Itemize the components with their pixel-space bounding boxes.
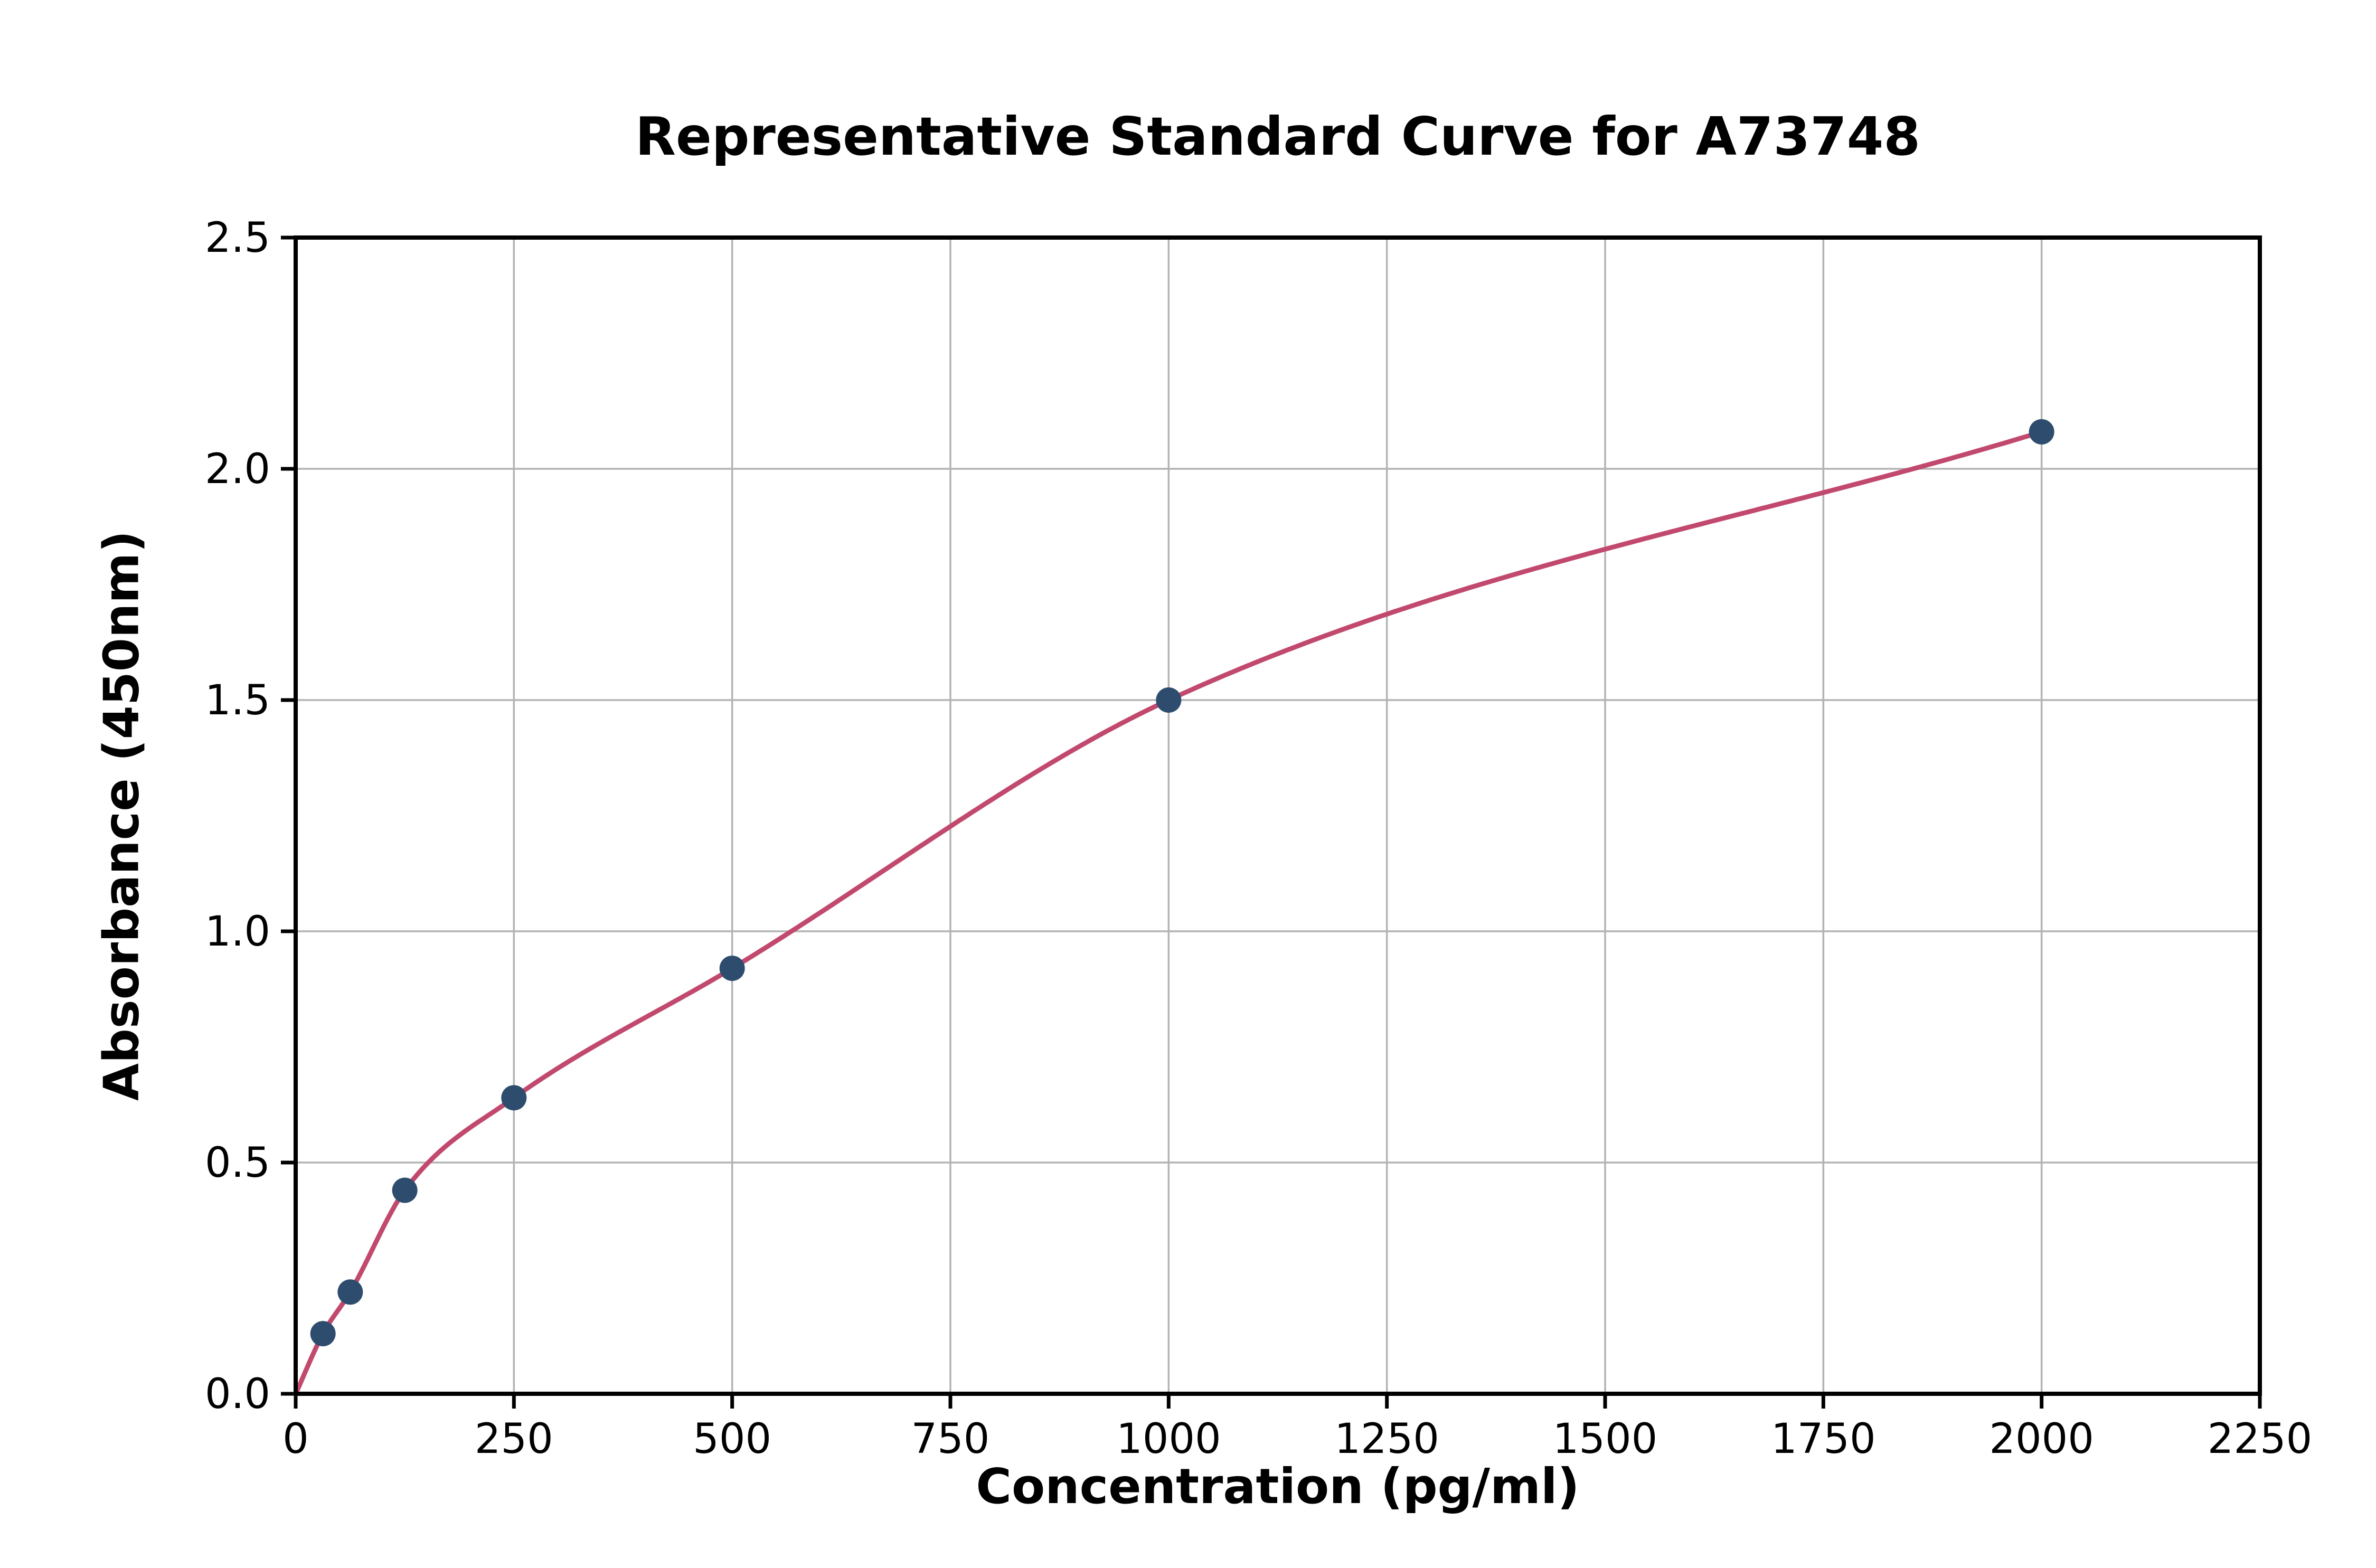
x-tick-label: 750 bbox=[911, 1415, 990, 1463]
data-point bbox=[501, 1085, 527, 1111]
data-point bbox=[337, 1279, 363, 1305]
x-tick-label: 1500 bbox=[1553, 1415, 1658, 1463]
data-point bbox=[310, 1321, 336, 1347]
data-point bbox=[1156, 687, 1182, 713]
y-tick-label: 0.0 bbox=[205, 1371, 270, 1418]
x-axis-label: Concentration (pg/ml) bbox=[976, 1458, 1580, 1515]
data-point bbox=[392, 1177, 418, 1203]
y-tick-label: 1.0 bbox=[205, 908, 270, 956]
data-point bbox=[2029, 419, 2054, 445]
y-tick-label: 2.0 bbox=[205, 446, 270, 493]
y-tick-label: 2.5 bbox=[205, 214, 270, 262]
x-tick-label: 250 bbox=[475, 1415, 553, 1463]
chart-title: Representative Standard Curve for A73748 bbox=[635, 106, 1920, 167]
x-tick-label: 2000 bbox=[1989, 1415, 2094, 1463]
y-tick-label: 0.5 bbox=[205, 1139, 270, 1187]
plot-frame bbox=[294, 235, 2262, 1396]
x-tick-label: 500 bbox=[693, 1415, 771, 1463]
x-tick-label: 0 bbox=[282, 1415, 309, 1463]
y-tick-label: 1.5 bbox=[205, 677, 270, 724]
x-tick-label: 1000 bbox=[1116, 1415, 1221, 1463]
data-point bbox=[719, 956, 745, 981]
x-tick-label: 1750 bbox=[1771, 1415, 1876, 1463]
x-tick-label: 1250 bbox=[1334, 1415, 1439, 1463]
x-tick-label: 2250 bbox=[2208, 1415, 2313, 1463]
